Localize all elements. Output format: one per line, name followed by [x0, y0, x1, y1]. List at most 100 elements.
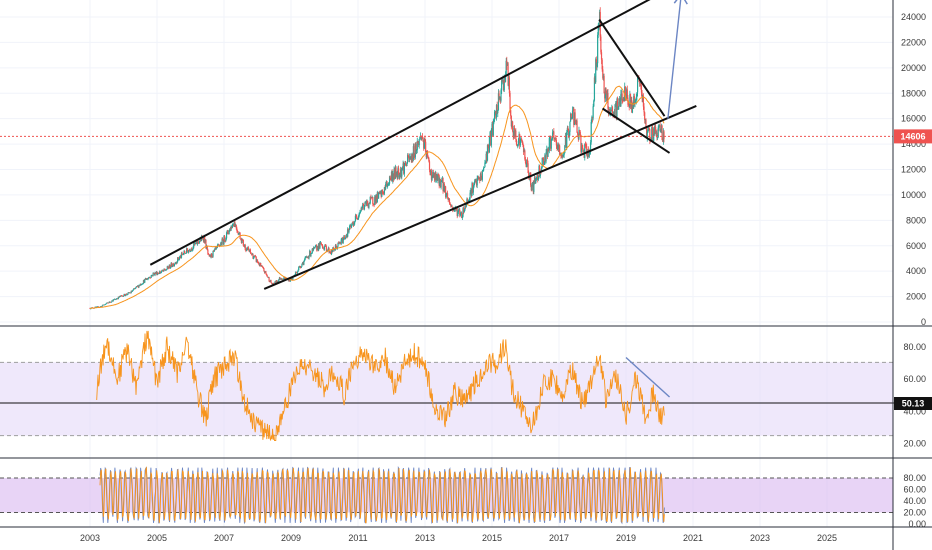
price-candle-body	[577, 134, 579, 139]
price-candle-body	[97, 306, 99, 308]
price-candle-body	[327, 249, 329, 251]
price-candle-body	[361, 204, 364, 209]
price-candle-body	[613, 112, 616, 117]
price-candle-body	[585, 145, 587, 147]
price-candle-body	[595, 59, 597, 67]
price-candle-body	[461, 213, 463, 219]
price-candle-body	[509, 93, 511, 111]
price-candle-body	[116, 298, 118, 300]
price-candle-body	[278, 277, 281, 280]
price-candle-body	[364, 201, 366, 207]
price-candle-body	[126, 294, 128, 296]
price-candle-body	[193, 242, 195, 245]
price-candle-body	[386, 181, 388, 187]
price-y-tick-label: 16000	[901, 114, 926, 124]
price-candle-body	[182, 254, 184, 255]
price-candle-body	[350, 225, 353, 228]
price-candle-body	[104, 303, 107, 305]
rsi-value-label: 50.13	[902, 399, 925, 409]
price-candle-body	[279, 277, 281, 280]
price-candle-body	[516, 144, 518, 146]
price-candle-body	[339, 242, 341, 244]
price-candle-body	[437, 173, 439, 181]
price-candle-body	[329, 251, 331, 253]
price-candle-body	[214, 248, 216, 250]
price-candle-body	[490, 132, 492, 146]
price-candle-body	[352, 223, 355, 226]
price-candle-body	[376, 195, 378, 203]
price-candle-body	[143, 280, 145, 283]
price-candle-body	[424, 138, 426, 142]
price-candle-body	[561, 155, 563, 157]
price-candle-body	[390, 178, 392, 181]
price-candle-body	[570, 113, 572, 119]
price-candle-body	[300, 266, 302, 268]
price-candle-body	[189, 251, 192, 252]
price-candle-body	[606, 93, 608, 102]
price-candle-body	[497, 109, 499, 114]
price-candle-body	[501, 79, 503, 81]
price-candle-body	[134, 288, 136, 290]
price-candle-body	[267, 276, 269, 278]
price-candle-body	[606, 93, 608, 102]
price-candle-body	[656, 137, 659, 138]
price-candle-body	[631, 103, 634, 113]
price-candle-body	[551, 132, 554, 139]
price-candle-body	[173, 263, 175, 266]
price-candle-body	[242, 239, 244, 241]
price-candle-body	[416, 150, 418, 151]
rsi-y-tick-label: 20.00	[903, 439, 926, 449]
price-candle-body	[100, 306, 103, 307]
price-candle-body	[617, 98, 619, 109]
price-candle-body	[247, 247, 249, 251]
price-candle-body	[491, 123, 493, 130]
price-candle-body	[410, 155, 413, 163]
price-candle-body	[370, 197, 373, 199]
price-candle-body	[587, 149, 589, 158]
price-candle-body	[505, 60, 507, 75]
price-candle-body	[581, 146, 583, 148]
price-candle-body	[305, 256, 307, 258]
price-candle-body	[602, 76, 605, 79]
price-candle-body	[247, 247, 250, 251]
price-candle-body	[207, 253, 210, 255]
price-candle-body	[394, 167, 396, 179]
price-candle-body	[115, 298, 118, 300]
price-candle-body	[156, 271, 158, 275]
price-candle-body	[244, 245, 246, 250]
price-candle-body	[564, 145, 566, 154]
price-candle-body	[538, 166, 540, 177]
price-candle-body	[314, 246, 317, 247]
price-candle-body	[253, 257, 255, 259]
price-candle-body	[157, 273, 159, 275]
last-price-label: 14606	[900, 131, 925, 141]
price-candle-body	[220, 242, 222, 246]
price-candle-body	[267, 277, 270, 279]
price-candle-body	[276, 280, 278, 283]
price-candle-body	[517, 141, 520, 145]
price-candle-body	[565, 135, 567, 148]
price-candle-body	[542, 158, 545, 165]
price-candle-body	[323, 247, 325, 250]
price-candle-body	[130, 290, 132, 293]
price-candle-body	[486, 145, 489, 161]
price-candle-body	[542, 157, 544, 159]
price-candle-body	[397, 168, 400, 174]
price-candle-body	[477, 176, 480, 179]
price-candle-body	[175, 262, 177, 264]
price-candle-body	[446, 192, 448, 194]
price-candle-body	[546, 148, 548, 153]
price-candle-body	[260, 265, 262, 267]
price-candle-body	[476, 178, 478, 186]
price-candle-body	[213, 249, 215, 252]
price-candle-body	[265, 271, 267, 274]
price-candle-body	[611, 107, 614, 113]
price-candle-body	[577, 132, 579, 135]
price-candle-body	[133, 288, 135, 290]
price-candle-body	[113, 298, 116, 300]
price-candle-body	[111, 300, 113, 302]
price-candle-body	[609, 109, 612, 113]
price-candle-body	[137, 285, 139, 287]
price-candle-body	[283, 277, 286, 280]
price-candle-body	[466, 199, 468, 205]
